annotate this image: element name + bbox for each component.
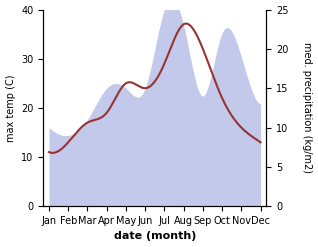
Y-axis label: med. precipitation (kg/m2): med. precipitation (kg/m2) (302, 42, 313, 173)
Y-axis label: max temp (C): max temp (C) (5, 74, 16, 142)
X-axis label: date (month): date (month) (114, 231, 196, 242)
